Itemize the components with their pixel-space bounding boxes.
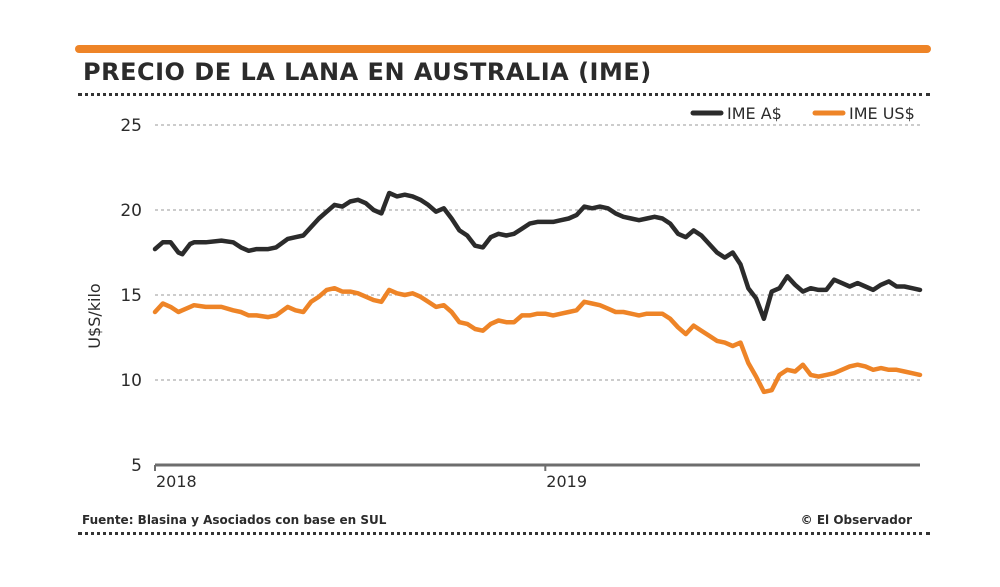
credit-note: © El Observador bbox=[800, 513, 912, 527]
x-tick-label: 2019 bbox=[546, 472, 587, 491]
footer-divider bbox=[78, 532, 930, 535]
legend-label: IME A$ bbox=[727, 104, 782, 123]
source-note: Fuente: Blasina y Asociados con base en … bbox=[82, 513, 387, 527]
grid-layer bbox=[155, 124, 920, 467]
y-tick-label: 20 bbox=[120, 201, 142, 221]
legend-label: IME US$ bbox=[849, 104, 915, 123]
y-tick-label: 5 bbox=[131, 456, 142, 476]
series-line-ime-usd bbox=[152, 285, 923, 395]
legend: IME A$ IME US$ bbox=[690, 104, 915, 123]
y-axis-label: U$S/kilo bbox=[85, 283, 104, 348]
y-tick-label: 10 bbox=[120, 371, 142, 391]
series-layer bbox=[152, 190, 923, 395]
series-line-ime-aud bbox=[152, 190, 923, 322]
x-tick-label: 2018 bbox=[156, 472, 197, 491]
chart-title: PRECIO DE LA LANA EN AUSTRALIA (IME) bbox=[83, 58, 652, 86]
y-tick-label: 25 bbox=[120, 116, 142, 136]
y-tick-label: 15 bbox=[120, 286, 142, 306]
x-tick-labels: 2018 2019 bbox=[154, 465, 587, 491]
y-tick-labels: 5 10 15 20 25 bbox=[120, 116, 142, 476]
title-divider bbox=[78, 93, 930, 96]
accent-bar bbox=[75, 45, 931, 53]
